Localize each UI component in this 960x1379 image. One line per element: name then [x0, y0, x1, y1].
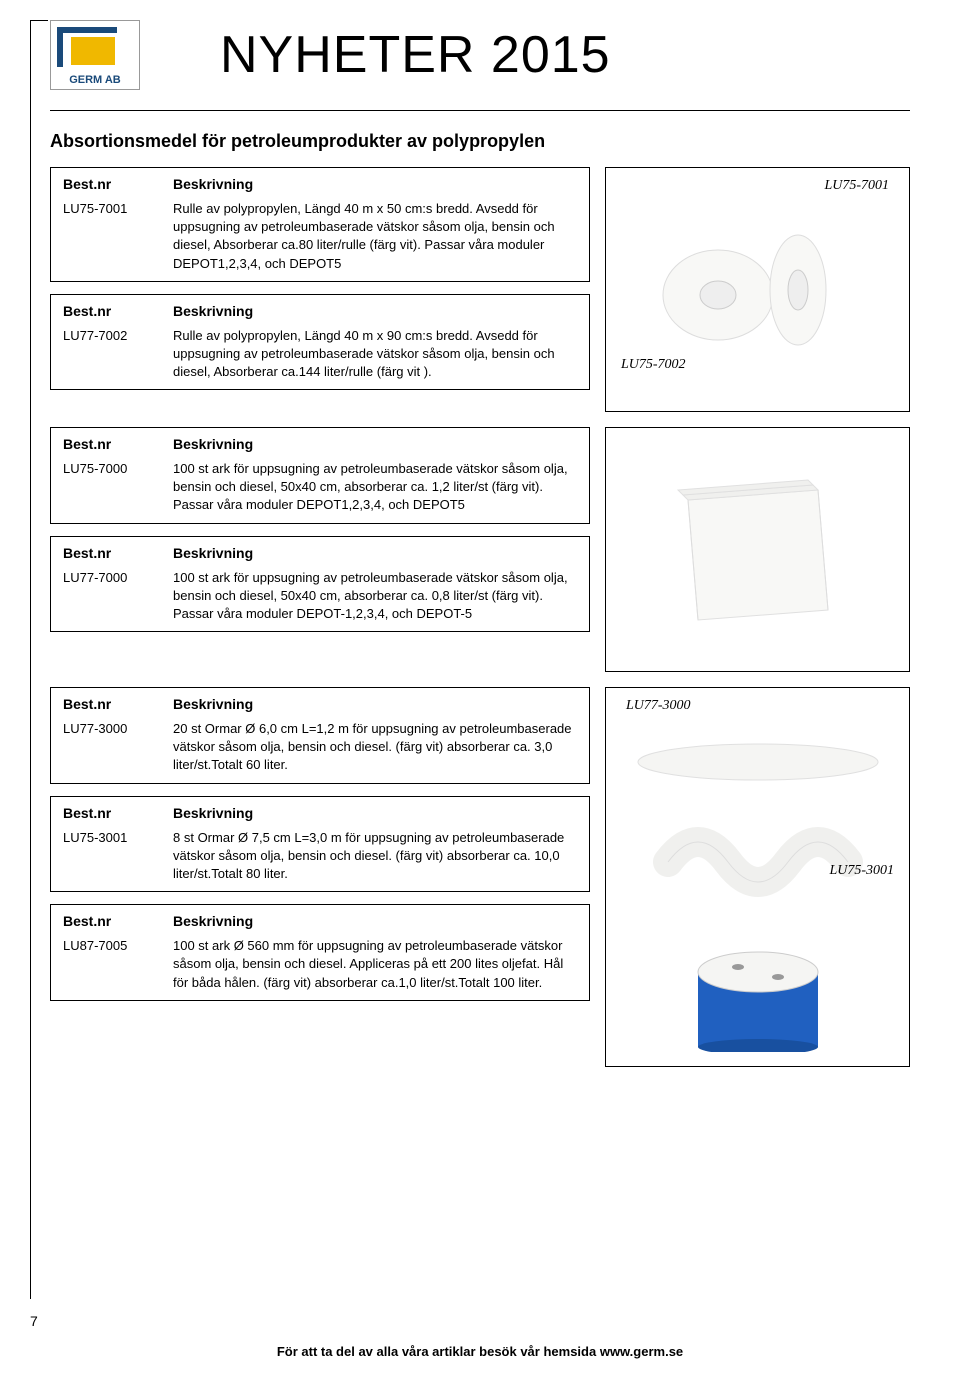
rolls-icon [648, 215, 868, 365]
col-bestnr: Best.nr [63, 805, 173, 821]
col-beskrivning: Beskrivning [173, 545, 253, 561]
col-bestnr: Best.nr [63, 545, 173, 561]
product-desc: Rulle av polypropylen, Längd 40 m x 90 c… [173, 327, 577, 382]
col-bestnr: Best.nr [63, 436, 173, 452]
product-image: LU77-3000 LU75-3001 [605, 687, 910, 1067]
image-label: LU75-3001 [829, 863, 894, 879]
page-title: NYHETER 2015 [220, 25, 611, 85]
col-bestnr: Best.nr [63, 696, 173, 712]
logo: GERM AB [50, 20, 140, 90]
col-beskrivning: Beskrivning [173, 913, 253, 929]
col-beskrivning: Beskrivning [173, 176, 253, 192]
product-image [605, 427, 910, 672]
product-id: LU75-7000 [63, 460, 173, 515]
product-id: LU77-7000 [63, 569, 173, 624]
product-desc: 100 st ark för uppsugning av petroleumba… [173, 460, 577, 515]
product-id: LU75-7001 [63, 200, 173, 273]
product-desc: 100 st ark för uppsugning av petroleumba… [173, 569, 577, 624]
col-bestnr: Best.nr [63, 303, 173, 319]
product-desc: 100 st ark Ø 560 mm för uppsugning av pe… [173, 937, 577, 992]
product-desc: Rulle av polypropylen, Längd 40 m x 50 c… [173, 200, 577, 273]
product-box: Best.nr Beskrivning LU87-7005 100 st ark… [50, 904, 590, 1001]
page-left-border [30, 20, 48, 1299]
col-beskrivning: Beskrivning [173, 696, 253, 712]
image-label: LU77-3000 [626, 698, 691, 714]
product-box: Best.nr Beskrivning LU75-7001 Rulle av p… [50, 167, 590, 282]
coil-icon [648, 802, 868, 922]
footer-url: www.germ.se [600, 1344, 683, 1359]
col-bestnr: Best.nr [63, 913, 173, 929]
product-id: LU77-7002 [63, 327, 173, 382]
footer-text: För att ta del av alla våra artiklar bes… [277, 1344, 600, 1359]
product-desc: 20 st Ormar Ø 6,0 cm L=1,2 m för uppsugn… [173, 720, 577, 775]
sock-icon [628, 722, 888, 802]
col-beskrivning: Beskrivning [173, 303, 253, 319]
product-box: Best.nr Beskrivning LU77-7002 Rulle av p… [50, 294, 590, 391]
product-image: LU75-7001 LU75-7002 [605, 167, 910, 412]
product-box: Best.nr Beskrivning LU75-3001 8 st Ormar… [50, 796, 590, 893]
divider [50, 110, 910, 111]
header: GERM AB NYHETER 2015 [50, 20, 910, 90]
section-title: Absortionsmedel för petroleumprodukter a… [50, 131, 910, 152]
product-desc: 8 st Ormar Ø 7,5 cm L=3,0 m för uppsugni… [173, 829, 577, 884]
product-id: LU87-7005 [63, 937, 173, 992]
image-label: LU75-7002 [621, 357, 686, 373]
sheets-icon [658, 460, 858, 640]
footer: För att ta del av alla våra artiklar bes… [0, 1344, 960, 1359]
col-bestnr: Best.nr [63, 176, 173, 192]
page-number: 7 [30, 1313, 38, 1329]
image-label: LU75-7001 [824, 178, 889, 194]
col-beskrivning: Beskrivning [173, 436, 253, 452]
logo-text: GERM AB [51, 74, 139, 86]
col-beskrivning: Beskrivning [173, 805, 253, 821]
product-box: Best.nr Beskrivning LU77-7000 100 st ark… [50, 536, 590, 633]
barrel-icon [668, 932, 848, 1052]
product-box: Best.nr Beskrivning LU77-3000 20 st Orma… [50, 687, 590, 784]
product-id: LU77-3000 [63, 720, 173, 775]
product-box: Best.nr Beskrivning LU75-7000 100 st ark… [50, 427, 590, 524]
product-id: LU75-3001 [63, 829, 173, 884]
